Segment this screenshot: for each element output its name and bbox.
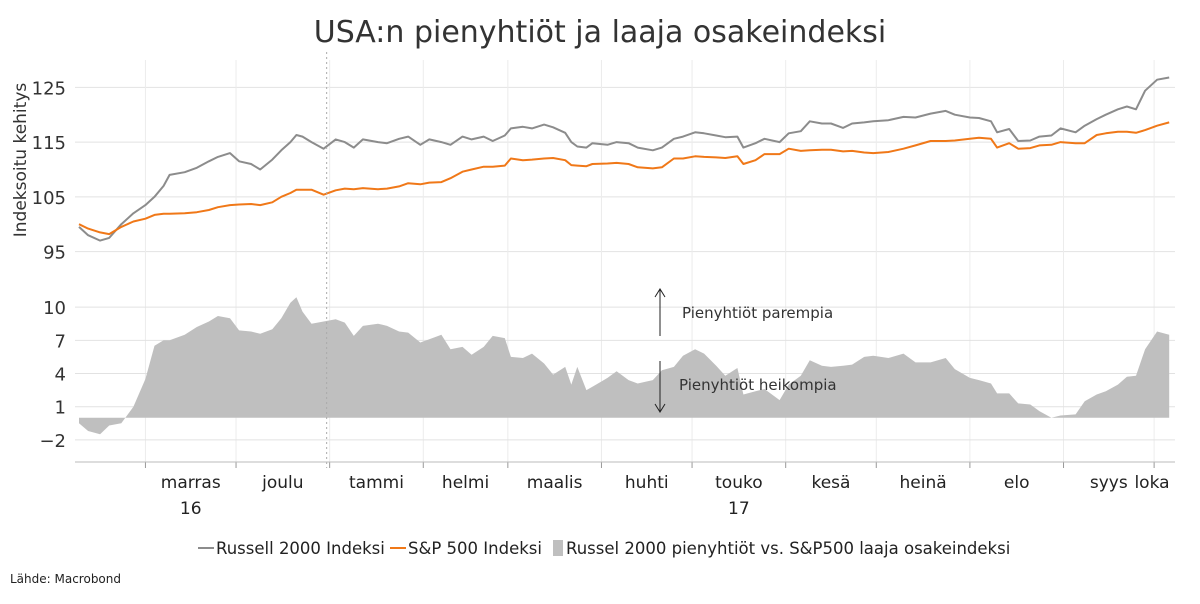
down-arrow-head: [654, 403, 666, 413]
x-tick-label: tammi: [349, 473, 404, 493]
x-year-label: 16: [180, 499, 202, 519]
annotation-outperform: Pienyhtiöt parempia: [682, 304, 833, 322]
bottom-panel-area: [79, 297, 1170, 435]
bottom-y-y-tick-label: 4: [55, 365, 66, 386]
annotations: Pienyhtiöt parempia Pienyhtiöt heikompia: [654, 288, 837, 413]
up-arrow-head: [654, 288, 666, 298]
annotation-underperform: Pienyhtiöt heikompia: [679, 376, 837, 394]
legend-label: Russell 2000 Indeksi: [216, 539, 385, 558]
sp500-line: [78, 121, 1170, 236]
x-tick-label: joulu: [261, 473, 303, 493]
top-y-axis-label: Indeksoitu kehitys: [11, 83, 31, 238]
x-tick-label: heinä: [900, 473, 947, 493]
chart-title: USA:n pienyhtiöt ja laaja osakeindeksi: [314, 15, 887, 50]
x-tick-label: kesä: [811, 473, 850, 493]
legend-label: Russel 2000 pienyhtiöt vs. S&P500 laaja …: [566, 539, 1010, 558]
x-tick-label: helmi: [442, 473, 489, 493]
x-tick-label: touko: [715, 473, 762, 493]
source-note: Lähde: Macrobond: [10, 572, 121, 586]
x-year-label: 17: [728, 499, 750, 519]
russell-2000-line: [78, 76, 1170, 242]
legend-swatch-area: [553, 540, 563, 556]
legend: Russell 2000 Indeksi S&P 500 Indeksi Russe…: [198, 539, 1010, 558]
x-tick-label: huhti: [625, 473, 669, 493]
relative-performance-area: [79, 297, 1170, 435]
bottom-y-y-tick-label: 1: [55, 398, 66, 419]
top-y-y-tick-label: 95: [43, 243, 66, 264]
bottom-y-y-tick-label: 7: [55, 331, 66, 352]
bottom-y-y-tick-label: −2: [39, 431, 66, 452]
top-y-y-tick-label: 115: [32, 133, 66, 154]
bottom-y-y-tick-label: 10: [43, 298, 66, 319]
x-tick-label: loka: [1134, 473, 1169, 493]
top-panel-lines: [78, 76, 1170, 242]
x-tick-label: elo: [1004, 473, 1030, 493]
x-tick-label: marras: [161, 473, 221, 493]
x-tick-label: maalis: [527, 473, 583, 493]
legend-label: S&P 500 Indeksi: [408, 539, 542, 558]
top-y-y-tick-label: 105: [32, 188, 66, 209]
x-tick-label: syys: [1090, 473, 1128, 493]
axes: 95 105 115 125 −2 1 4 7 10 marras joulu tammi helmi m…: [32, 52, 1175, 519]
top-y-y-tick-label: 125: [32, 78, 66, 99]
